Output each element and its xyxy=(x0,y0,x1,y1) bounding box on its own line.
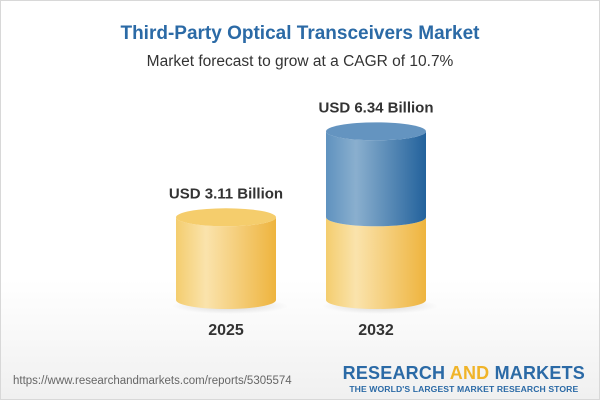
logo-text: RESEARCH xyxy=(342,363,450,383)
bar-base-segment-2032 xyxy=(326,217,426,309)
logo-tagline: THE WORLD'S LARGEST MARKET RESEARCH STOR… xyxy=(349,384,579,394)
chart-title: Third-Party Optical Transceivers Market xyxy=(120,23,480,44)
bar-2025 xyxy=(176,217,276,309)
data-label: USD 3.11 Billion xyxy=(169,185,283,202)
data-label: USD 6.34 Billion xyxy=(318,99,433,116)
logo-text-and: AND xyxy=(449,363,490,383)
logo-text-markets: MARKETS xyxy=(489,363,585,383)
bar-growth-segment-2032 xyxy=(326,131,426,227)
category-label: 2025 xyxy=(208,322,244,339)
bar-top-2025 xyxy=(176,208,276,227)
chart-subtitle: Market forecast to grow at a CAGR of 10.… xyxy=(146,53,454,70)
category-label: 2032 xyxy=(358,322,394,339)
research-and-markets-logo: RESEARCH AND MARKETS THE WORLD'S LARGEST… xyxy=(343,363,585,394)
source-url[interactable]: https://www.researchandmarkets.com/repor… xyxy=(13,375,292,387)
bar-top-2032 xyxy=(326,122,426,141)
